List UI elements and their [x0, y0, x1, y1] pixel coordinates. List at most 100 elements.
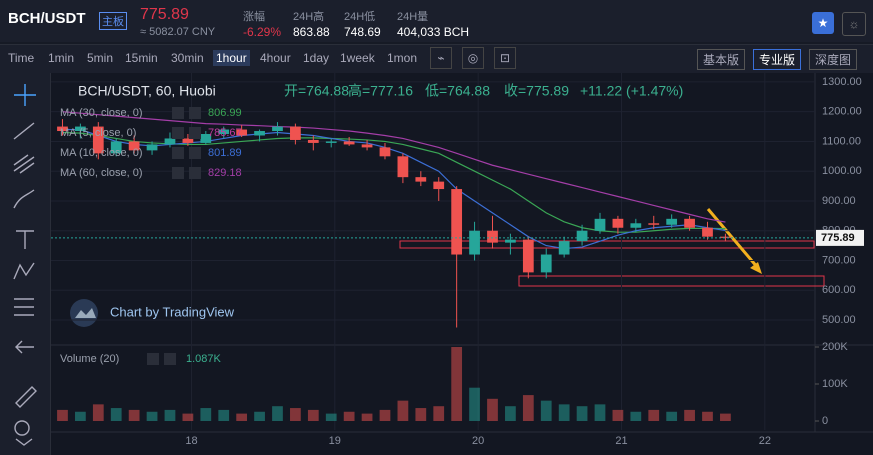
interval-label: Time [8, 51, 35, 65]
candle-body [236, 129, 248, 136]
last-price-tag [816, 229, 864, 246]
volume-bar [594, 404, 606, 422]
candle-body [92, 126, 104, 154]
change: -6.29% [243, 25, 282, 39]
volume-bar [200, 408, 212, 422]
volume-title: Volume (20) [60, 353, 119, 365]
y-tick-label: 900.00 [822, 195, 856, 207]
volume-bar [684, 409, 695, 422]
indicator-name: MA (30, close, 0) [60, 107, 143, 119]
candle-body [290, 126, 301, 140]
indicator-control [172, 147, 184, 159]
moving-average [62, 111, 726, 223]
ohlc-label: 低=764.88 [425, 83, 490, 99]
brush-tool[interactable] [13, 189, 35, 209]
candle-body [558, 241, 570, 255]
pattern-tool[interactable] [13, 262, 35, 280]
volume-bar [397, 400, 409, 422]
candle-body [594, 218, 606, 231]
volume-bar [630, 411, 642, 422]
volume-bar [92, 404, 104, 422]
x-tick-label: 21 [615, 435, 627, 447]
tv-logo-mark [75, 308, 96, 318]
volume-bar [540, 400, 552, 422]
indicator-value: 801.89 [208, 147, 242, 159]
volume-bar [128, 409, 140, 422]
label: 涨幅 [243, 11, 265, 23]
ruler-tool[interactable] [15, 386, 37, 408]
collapse-tool[interactable] [15, 438, 33, 446]
candle-body [451, 189, 463, 255]
interval-button[interactable]: 4hour [260, 51, 291, 65]
y-tick-label: 1300.00 [822, 76, 862, 88]
indicator-control [164, 353, 176, 365]
fib-tool[interactable] [13, 154, 35, 174]
zoom-tool[interactable] [14, 420, 30, 436]
view-button[interactable]: 深度图 [809, 49, 858, 70]
cny: ≈ 5082.07 CNY [140, 26, 216, 38]
indicator-control [172, 127, 184, 139]
label: 24H低 [344, 11, 376, 23]
candle-body [505, 239, 516, 243]
candle-body [128, 141, 140, 151]
volume-bar [522, 395, 534, 422]
crosshair-tool[interactable] [14, 84, 36, 106]
watermark: Chart by TradingView [110, 304, 235, 319]
theme-button[interactable]: ☼ [842, 12, 866, 36]
volume-bar [415, 408, 427, 422]
volume-bar [343, 411, 355, 422]
volume-bar [487, 398, 498, 422]
tool-button[interactable]: ⊡ [494, 47, 516, 69]
price: 775.89 [140, 6, 189, 23]
ohlc-label: 收=775.89 [504, 83, 569, 99]
volume-bar [218, 409, 230, 422]
indicator-name: MA (10, close, 0) [60, 147, 143, 159]
back-tool[interactable] [15, 340, 34, 354]
header-bar [0, 0, 873, 42]
candle-body [433, 181, 445, 190]
candle-body [307, 139, 319, 143]
indicator-control [189, 147, 201, 159]
interval-button[interactable]: 15min [125, 51, 158, 65]
candle-body [415, 177, 427, 182]
drawing-tools [0, 73, 51, 455]
interval-button[interactable]: 5min [87, 51, 114, 65]
interval-button[interactable]: 1week [340, 51, 375, 65]
volume-bar [75, 411, 86, 422]
volume-bar [290, 408, 301, 422]
text-tool[interactable] [16, 230, 34, 249]
indicator-control [172, 167, 184, 179]
view-button[interactable]: 基本版 [697, 49, 746, 70]
candle-body [522, 239, 534, 273]
y-tick-label: 1200.00 [822, 106, 862, 118]
label: 24H高 [293, 11, 325, 23]
pair: BCH/USDT [8, 10, 86, 27]
volume-bar [558, 404, 570, 422]
chart-title: BCH/USDT, 60, Huobi [78, 83, 216, 99]
volume-bar [182, 413, 194, 422]
measure-tool[interactable] [14, 298, 34, 316]
candle-body [75, 126, 86, 132]
tool-button[interactable]: ◎ [462, 47, 484, 69]
interval-button[interactable]: 1mon [387, 51, 418, 65]
indicator-control [189, 127, 201, 139]
candle-body [218, 129, 230, 135]
volume-bar [379, 409, 391, 422]
favorite-button[interactable]: ★ [812, 12, 834, 34]
tool-button[interactable]: ⌁ [430, 47, 452, 69]
y-tick-label: 1000.00 [822, 165, 862, 177]
candle-body [720, 236, 731, 238]
interval-button[interactable]: 1min [48, 51, 75, 65]
view-button[interactable]: 专业版 [753, 49, 802, 70]
interval-button[interactable]: 1hour [213, 50, 250, 66]
candle-body [272, 126, 283, 132]
candle-body [397, 156, 409, 178]
interval-button[interactable]: 1day [303, 51, 330, 65]
ohlc-label: 开=764.88 [284, 83, 349, 99]
line-tool[interactable] [13, 122, 35, 140]
volume-bar [451, 346, 463, 422]
y-tick-label: 500.00 [822, 314, 856, 326]
interval-button[interactable]: 30min [171, 51, 204, 65]
